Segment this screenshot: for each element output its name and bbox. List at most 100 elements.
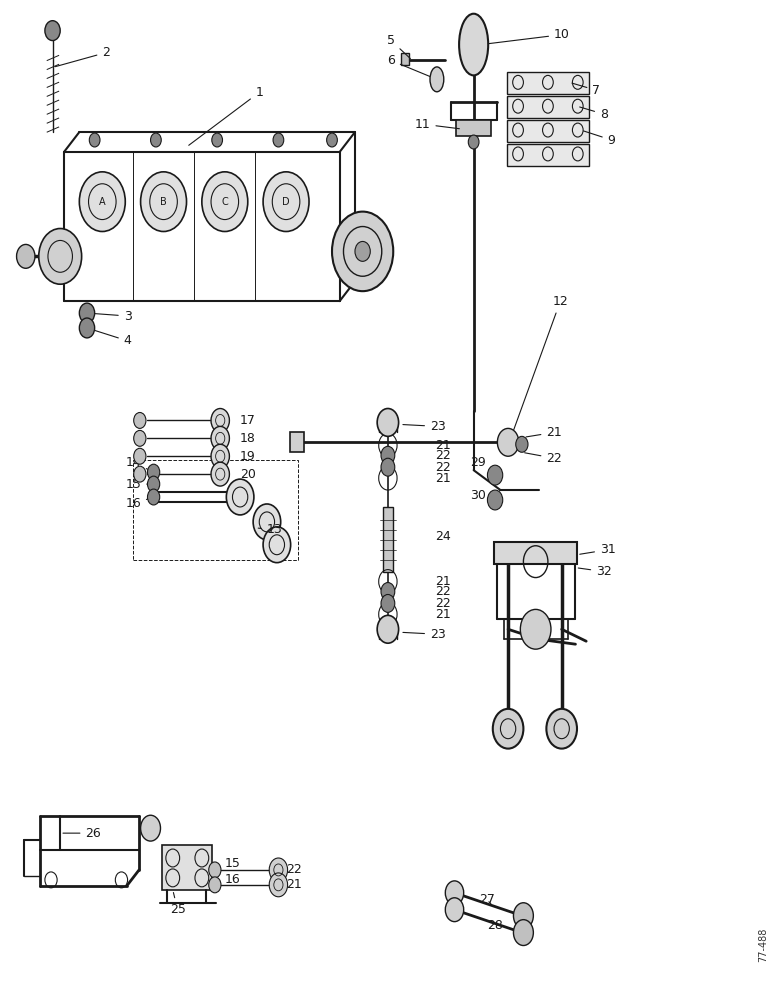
Circle shape (487, 465, 503, 485)
Circle shape (134, 412, 146, 428)
Circle shape (134, 448, 146, 464)
Circle shape (378, 409, 398, 436)
Text: 77-488: 77-488 (758, 928, 768, 962)
Text: 18: 18 (240, 432, 256, 445)
Text: 28: 28 (486, 919, 503, 932)
Circle shape (381, 458, 394, 476)
Text: 21: 21 (435, 439, 451, 452)
Text: 25: 25 (170, 893, 185, 916)
Circle shape (381, 594, 394, 612)
Circle shape (147, 489, 160, 505)
Ellipse shape (430, 67, 444, 92)
Text: 6: 6 (387, 54, 435, 78)
Circle shape (269, 873, 288, 897)
Text: 2: 2 (56, 46, 110, 67)
Circle shape (497, 428, 519, 456)
Text: 22: 22 (525, 452, 562, 465)
Bar (506, 72, 589, 94)
Circle shape (147, 476, 160, 492)
Text: 9: 9 (584, 131, 615, 147)
Text: C: C (222, 197, 229, 207)
Circle shape (513, 920, 533, 946)
Text: 16: 16 (225, 873, 241, 886)
Text: 27: 27 (479, 893, 495, 906)
Circle shape (211, 444, 229, 468)
Circle shape (445, 898, 464, 922)
Circle shape (226, 479, 254, 515)
Circle shape (493, 709, 523, 749)
Text: 15: 15 (225, 857, 241, 870)
Bar (290, 432, 303, 452)
Text: 23: 23 (403, 420, 445, 433)
Text: 22: 22 (435, 461, 451, 474)
Text: B: B (160, 197, 167, 207)
Text: A: A (99, 197, 106, 207)
Circle shape (80, 303, 95, 323)
Bar (506, 144, 589, 166)
Circle shape (208, 862, 221, 878)
Text: 5: 5 (387, 34, 411, 59)
Bar (506, 120, 589, 142)
Circle shape (469, 135, 479, 149)
Circle shape (147, 464, 160, 480)
Text: 21: 21 (286, 878, 302, 891)
Circle shape (513, 903, 533, 929)
Text: 30: 30 (470, 489, 493, 502)
Bar (162, 845, 212, 890)
Text: 29: 29 (470, 456, 493, 473)
Text: 15: 15 (125, 478, 151, 491)
Text: 21: 21 (435, 608, 451, 621)
Circle shape (212, 133, 222, 147)
Circle shape (39, 229, 82, 284)
Circle shape (263, 172, 309, 232)
Text: 17: 17 (240, 414, 256, 427)
Text: 22: 22 (435, 597, 451, 610)
Text: 32: 32 (578, 565, 612, 578)
Text: 26: 26 (63, 827, 101, 840)
Text: 10: 10 (484, 28, 570, 44)
Text: 14: 14 (125, 456, 151, 471)
Circle shape (45, 21, 60, 41)
Circle shape (381, 446, 394, 464)
Circle shape (327, 133, 337, 147)
Text: 31: 31 (580, 543, 616, 556)
Text: 13: 13 (258, 523, 283, 536)
Circle shape (211, 409, 229, 432)
Bar (383, 507, 393, 572)
Text: 20: 20 (240, 468, 256, 481)
Circle shape (208, 877, 221, 893)
Text: 16: 16 (125, 497, 151, 510)
Circle shape (263, 527, 290, 563)
Circle shape (378, 615, 398, 643)
Bar (506, 96, 589, 118)
Circle shape (516, 436, 528, 452)
Text: 19: 19 (240, 450, 256, 463)
Text: 21: 21 (435, 472, 451, 485)
Circle shape (80, 318, 95, 338)
Text: 11: 11 (415, 118, 459, 131)
Circle shape (487, 490, 503, 510)
Circle shape (80, 172, 125, 232)
Circle shape (211, 426, 229, 450)
Circle shape (273, 133, 284, 147)
Circle shape (355, 241, 371, 261)
Bar (494, 542, 577, 564)
Text: 23: 23 (403, 628, 445, 641)
Circle shape (211, 462, 229, 486)
Circle shape (253, 504, 281, 540)
Text: 1: 1 (188, 86, 263, 145)
Text: 8: 8 (580, 107, 608, 121)
Circle shape (134, 430, 146, 446)
Text: 22: 22 (286, 863, 302, 876)
Text: 4: 4 (90, 329, 131, 347)
Circle shape (520, 609, 551, 649)
Circle shape (445, 881, 464, 905)
Text: 24: 24 (435, 530, 451, 543)
Circle shape (332, 212, 393, 291)
Circle shape (201, 172, 248, 232)
Text: 12: 12 (509, 295, 568, 443)
Circle shape (134, 466, 146, 482)
Circle shape (547, 709, 577, 749)
Text: D: D (283, 197, 290, 207)
Circle shape (381, 583, 394, 600)
